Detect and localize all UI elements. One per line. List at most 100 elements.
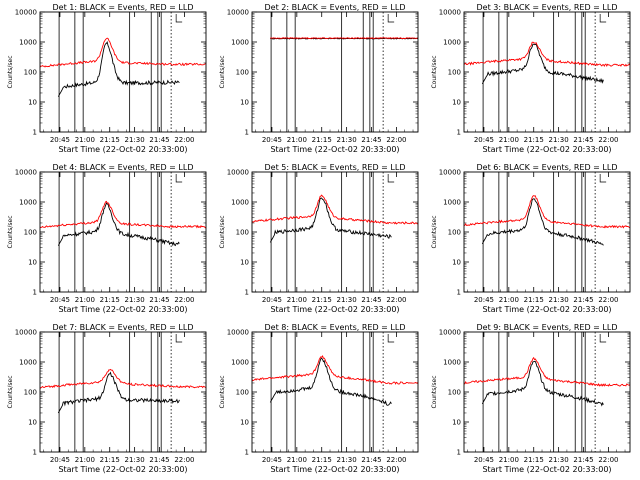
x-tick-label: 22:00 [386,456,406,464]
x-tick-label: 22:00 [174,296,194,304]
x-tick-label: 21:45 [573,296,593,304]
y-axis-label: Counts/sec [431,375,438,408]
y-tick-label: 1 [457,449,461,457]
corner-mark [599,334,607,343]
y-axis-label: Counts/sec [431,215,438,248]
x-tick-label: 20:45 [262,456,282,464]
y-tick-label: 100 [448,229,461,237]
x-axis-label: Start Time (22-Oct-02 20:33:00) [58,305,187,314]
corner-mark [175,174,183,183]
y-tick-label: 1000 [19,39,37,47]
series-events-line [481,43,604,85]
y-axis-label: Counts/sec [219,215,226,248]
x-tick-label: 21:15 [524,296,544,304]
series-events-line [57,371,180,414]
x-tick-label: 20:45 [262,296,282,304]
y-tick-label: 1000 [443,39,461,47]
series-lld-line [463,195,630,229]
x-tick-label: 21:45 [361,456,381,464]
x-tick-label: 21:15 [100,136,120,144]
plot-frame [463,171,631,293]
corner-mark [599,174,607,183]
y-tick-label: 100 [236,229,249,237]
y-tick-label: 1 [457,289,461,297]
corner-mark [175,14,183,23]
x-tick-label: 21:30 [125,136,145,144]
x-tick-label: 21:00 [287,456,307,464]
y-tick-label: 10000 [439,9,461,17]
x-tick-label: 21:00 [499,456,519,464]
corner-mark [387,14,395,23]
x-axis-label: Start Time (22-Oct-02 20:33:00) [58,465,187,474]
plot-frame [251,171,419,293]
x-tick-label: 20:45 [474,456,494,464]
panel-title: Det 8: BLACK = Events, RED = LLD [265,323,406,332]
panel-det-3: Det 3: BLACK = Events, RED = LLD Counts/s… [431,3,631,154]
panel-title: Det 7: BLACK = Events, RED = LLD [53,323,194,332]
y-tick-label: 1 [457,129,461,137]
x-tick-label: 21:00 [287,296,307,304]
y-tick-label: 1000 [443,359,461,367]
x-tick-label: 21:45 [149,136,169,144]
x-tick-label: 21:15 [100,296,120,304]
panel-det-5: Det 5: BLACK = Events, RED = LLD Counts/s… [219,163,419,314]
y-tick-label: 1000 [231,199,249,207]
corner-mark [175,334,183,343]
plot-frame [251,331,419,453]
panel-det-8: Det 8: BLACK = Events, RED = LLD Counts/s… [219,323,419,474]
y-tick-label: 1 [245,449,249,457]
x-tick-label: 22:00 [174,456,194,464]
x-axis-label: Start Time (22-Oct-02 20:33:00) [58,145,187,154]
x-tick-label: 21:00 [75,296,95,304]
y-tick-label: 10 [240,99,249,107]
x-tick-label: 22:00 [386,296,406,304]
series-events-line [481,198,604,246]
panel-title: Det 9: BLACK = Events, RED = LLD [477,323,618,332]
x-tick-label: 22:00 [598,456,618,464]
y-tick-label: 1 [33,129,37,137]
x-axis-label: Start Time (22-Oct-02 20:33:00) [482,145,611,154]
y-tick-label: 10000 [439,329,461,337]
x-tick-label: 21:15 [312,296,332,304]
series-lld-line [251,194,419,225]
y-tick-label: 10000 [15,329,37,337]
y-tick-label: 10 [452,259,461,267]
x-tick-label: 21:15 [312,456,332,464]
x-tick-label: 21:00 [499,296,519,304]
x-tick-label: 20:45 [474,296,494,304]
y-tick-label: 10 [28,419,37,427]
plot-frame [39,171,207,293]
panel-title: Det 4: BLACK = Events, RED = LLD [53,163,194,172]
series-lld-line [270,37,419,40]
y-tick-label: 10 [28,99,37,107]
plot-frame [39,11,207,133]
series-events-line [57,202,180,247]
series-lld-line [464,41,631,68]
y-tick-label: 10000 [227,9,249,17]
x-tick-label: 20:45 [474,136,494,144]
y-axis-label: Counts/sec [431,55,438,88]
x-tick-label: 21:30 [125,296,145,304]
y-tick-label: 10000 [15,169,37,177]
x-tick-label: 21:00 [499,136,519,144]
corner-mark [387,334,395,343]
y-tick-label: 1 [245,289,249,297]
series-events-line [481,360,604,407]
panel-title: Det 5: BLACK = Events, RED = LLD [265,163,406,172]
panel-title: Det 6: BLACK = Events, RED = LLD [477,163,618,172]
x-tick-label: 21:45 [149,456,169,464]
x-tick-label: 20:45 [262,136,282,144]
x-tick-label: 21:30 [337,296,357,304]
y-tick-label: 10 [28,259,37,267]
x-tick-label: 21:15 [100,456,120,464]
y-tick-label: 100 [24,229,37,237]
x-tick-label: 21:45 [573,456,593,464]
x-tick-label: 21:45 [149,296,169,304]
y-tick-label: 1000 [19,359,37,367]
series-lld-line [463,356,631,387]
x-tick-label: 21:15 [524,136,544,144]
series-events-line [269,197,392,243]
y-tick-label: 100 [24,389,37,397]
plot-frame [463,331,631,453]
x-axis-label: Start Time (22-Oct-02 20:33:00) [270,465,399,474]
